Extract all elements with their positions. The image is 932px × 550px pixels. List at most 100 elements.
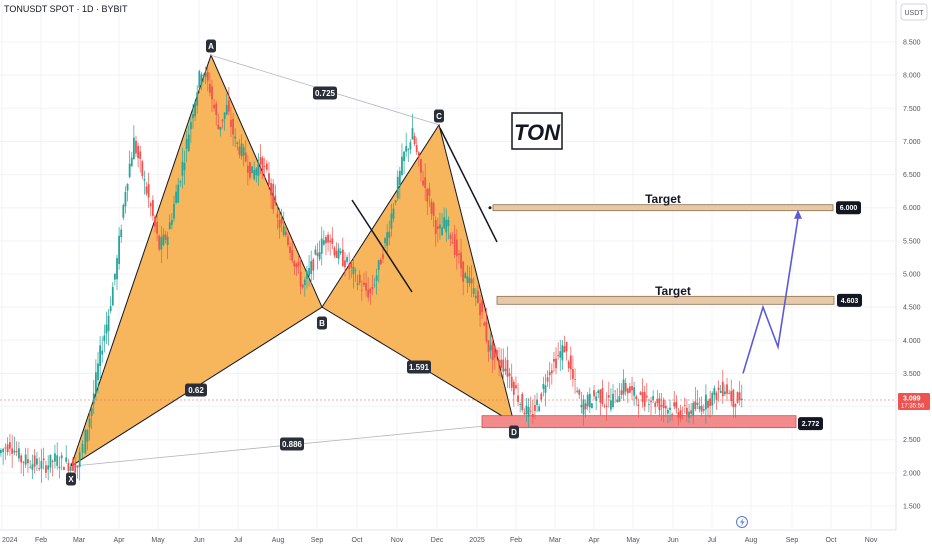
- candle-body: [616, 399, 619, 402]
- candle-body: [639, 392, 642, 395]
- time-axis[interactable]: 2024 Feb Mar Apr May Jun Jul Aug Sep Oct Nov Dec 202…: [2, 537, 878, 544]
- candle-body: [99, 345, 102, 367]
- x-tick-label: Aug: [272, 537, 285, 544]
- candle-body: [126, 184, 129, 191]
- candle-body: [360, 289, 363, 291]
- candle-body: [346, 257, 348, 262]
- candle-body: [322, 240, 325, 245]
- candle-body: [333, 247, 336, 256]
- candle-body: [582, 399, 585, 415]
- candle-body: [122, 204, 125, 218]
- current-price-value: 3.099: [903, 396, 921, 403]
- ton-box: [511, 112, 563, 150]
- currency-button[interactable]: [900, 3, 928, 21]
- candle-body: [312, 259, 315, 271]
- candle-body: [211, 86, 213, 100]
- candle-body: [591, 403, 593, 409]
- candle-body: [662, 399, 665, 408]
- candle-body: [105, 324, 108, 334]
- candle-body: [702, 409, 705, 411]
- candle-body: [694, 401, 697, 410]
- y-tick-label: 7.500: [903, 106, 921, 113]
- candle-body: [652, 396, 655, 400]
- candle-body: [145, 186, 148, 194]
- ratio-label-bd-bg: [407, 360, 431, 374]
- candle-body: [22, 462, 25, 463]
- candle-body: [445, 219, 448, 233]
- candle-body: [677, 412, 680, 418]
- x-tick-label: Apr: [589, 537, 601, 544]
- candle-body: [673, 402, 676, 407]
- candle-body: [398, 170, 401, 185]
- candle-body: [681, 414, 684, 416]
- candle-body: [477, 290, 479, 303]
- candle-body: [310, 261, 313, 275]
- y-tick-label: 8.500: [903, 40, 921, 47]
- point-label-d: D: [511, 428, 517, 437]
- candle-body: [350, 262, 353, 268]
- price-axis[interactable]: 8.500 8.000 7.500 7.000 6.500 6.000 5.500 5.000…: [903, 40, 921, 511]
- x-tick-label: Jul: [234, 537, 243, 544]
- candle-body: [550, 370, 553, 374]
- candle-body: [135, 140, 137, 154]
- candle-body: [40, 461, 43, 469]
- candle-body: [240, 143, 243, 157]
- candle-body: [529, 410, 532, 412]
- current-price-countdown: 17:35:56: [901, 404, 925, 410]
- candle-body: [443, 217, 446, 229]
- candle-body: [90, 407, 93, 417]
- x-tick-label: 2024: [2, 537, 18, 544]
- candle-body: [466, 276, 469, 283]
- candle-body: [586, 394, 589, 407]
- candle-body: [508, 373, 511, 377]
- candle-body: [455, 239, 458, 257]
- candle-body: [116, 258, 118, 280]
- candle-body: [369, 288, 372, 294]
- candle-body: [407, 149, 410, 151]
- candle-body: [76, 465, 79, 468]
- candle-body: [605, 405, 608, 407]
- candle-body: [436, 226, 439, 229]
- candle-body: [51, 460, 54, 462]
- currency-label: USDT: [904, 10, 924, 17]
- candle-body: [483, 322, 486, 326]
- candle-body: [219, 126, 222, 130]
- candle-body: [208, 84, 211, 93]
- y-tick-label: 4.500: [903, 305, 921, 312]
- point-label-x: X: [68, 475, 74, 484]
- candle-body: [715, 392, 718, 400]
- candle-body: [242, 147, 245, 156]
- candle-body: [460, 252, 462, 269]
- candle-body: [593, 390, 595, 397]
- candle-body: [130, 157, 133, 167]
- candle-body: [11, 448, 14, 454]
- x-tick-label: Nov: [391, 537, 404, 544]
- level-label-support-bg: [798, 417, 823, 431]
- candle-body: [331, 238, 334, 244]
- trendline-bc: [351, 199, 413, 293]
- y-tick-label: 2.500: [903, 437, 921, 444]
- candle-body: [506, 360, 509, 377]
- candle-body: [259, 157, 262, 165]
- candle-body: [170, 220, 173, 225]
- candle-body: [500, 359, 503, 368]
- candle-body: [635, 396, 638, 400]
- candle-body: [92, 393, 95, 404]
- candle-body: [451, 242, 454, 244]
- candle-body: [58, 466, 61, 469]
- candle-body: [9, 442, 11, 449]
- x-tick-label: Oct: [826, 537, 837, 544]
- candle-body: [94, 372, 97, 395]
- candle-body: [196, 92, 199, 106]
- target-label-upper: Target: [645, 192, 681, 206]
- candle-body: [375, 275, 378, 281]
- candle-body: [141, 161, 144, 177]
- candle-body: [335, 250, 338, 258]
- candle-body: [236, 142, 239, 144]
- candle-body: [382, 254, 384, 259]
- candle-body: [726, 384, 728, 394]
- candle-body: [4, 447, 7, 449]
- candle-body: [202, 74, 205, 77]
- candle-body: [432, 203, 435, 216]
